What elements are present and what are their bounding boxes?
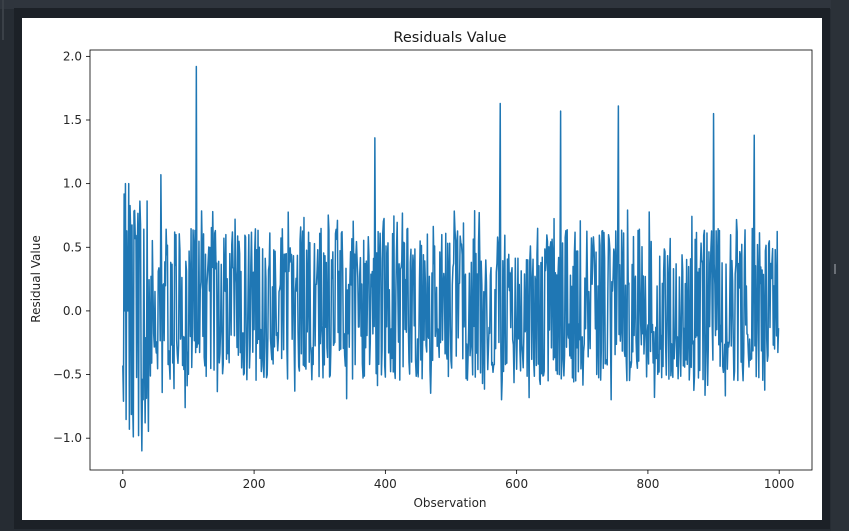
x-axis-title: Observation <box>413 496 486 510</box>
plot-frame <box>89 49 813 471</box>
y-tick-label: 1.5 <box>63 113 82 127</box>
plot-area <box>122 65 780 452</box>
x-tick-label: 400 <box>374 477 397 491</box>
y-tick-label: −0.5 <box>53 368 82 382</box>
y-tick-label: 0.0 <box>63 304 82 318</box>
x-tick-label: 1000 <box>764 477 795 491</box>
x-tick-label: 800 <box>636 477 659 491</box>
y-tick-label: 0.5 <box>63 240 82 254</box>
x-tick-label: 0 <box>119 477 127 491</box>
scrollbar-grip[interactable] <box>834 264 836 274</box>
figure-panel: Residuals Value Observation Residual Val… <box>22 18 822 520</box>
y-tick-label: 1.0 <box>63 177 82 191</box>
chart-title: Residuals Value <box>393 30 506 46</box>
axes: 0 200 400 600 800 1000 −1.0 −0.5 0.0 0.5 1.0 1.5 2.0 <box>53 49 813 491</box>
x-tick-label: 600 <box>505 477 528 491</box>
y-tick-label: 2.0 <box>63 49 82 63</box>
x-tick-label: 200 <box>243 477 266 491</box>
window-top-strip <box>0 0 849 9</box>
y-axis-title: Residual Value <box>29 235 43 322</box>
left-edge-marker <box>2 0 4 40</box>
y-tick-label: −1.0 <box>53 431 82 445</box>
residuals-chart: Residuals Value Observation Residual Val… <box>29 30 813 510</box>
residual-series-line <box>122 65 780 452</box>
scrollbar-track[interactable] <box>831 0 849 531</box>
